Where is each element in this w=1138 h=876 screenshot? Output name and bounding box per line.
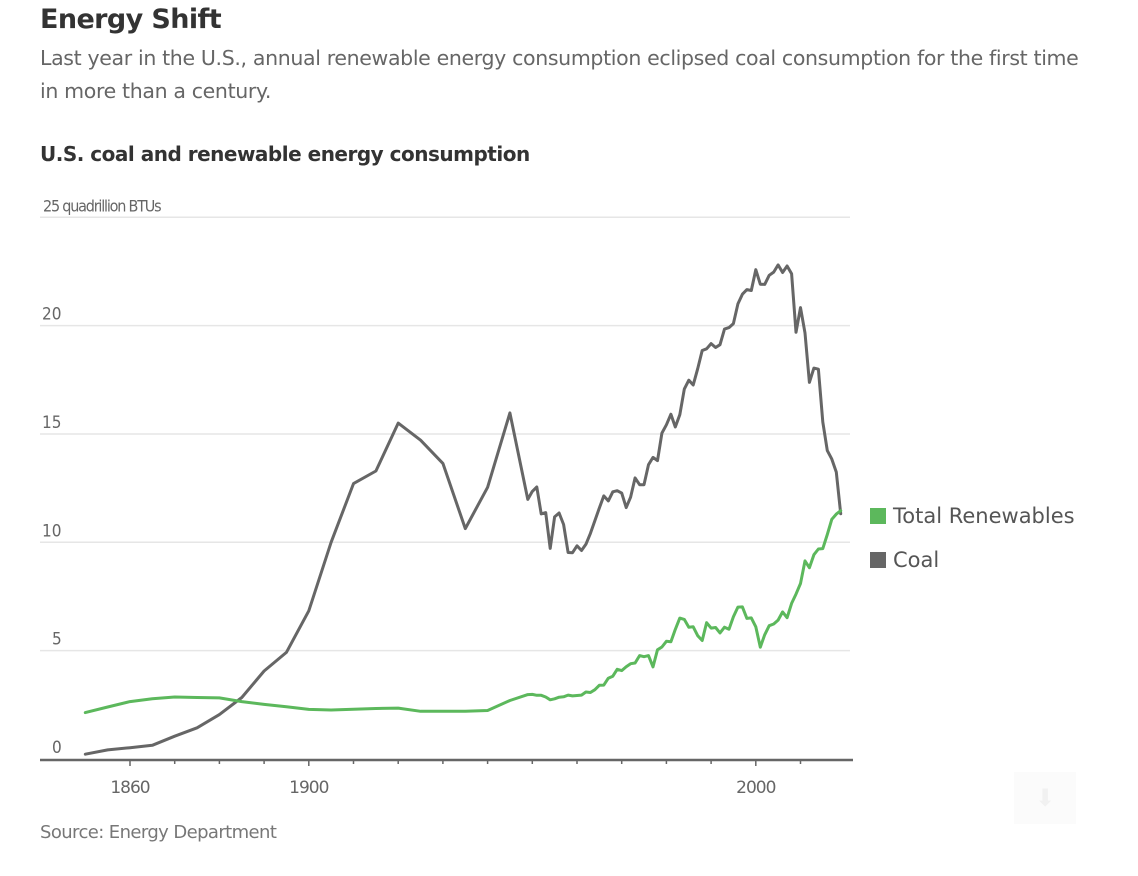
y-tick-label-10: 10 xyxy=(42,521,61,541)
y-tick-label-15: 15 xyxy=(42,413,61,433)
legend-label-renewables: Total Renewables xyxy=(893,504,1075,528)
x-tick-label-1900: 1900 xyxy=(289,778,328,798)
y-tick-label-20: 20 xyxy=(42,305,61,325)
legend-label-coal: Coal xyxy=(893,548,940,572)
series-lines xyxy=(83,263,843,756)
download-button[interactable]: ⬇ xyxy=(1014,772,1076,824)
legend-swatch-coal xyxy=(870,552,886,568)
x-axis: 1860 1900 2000 xyxy=(40,758,853,798)
chart-title: U.S. coal and renewable energy consumpti… xyxy=(40,142,530,166)
legend-item-coal: Coal xyxy=(870,538,1090,582)
gridlines xyxy=(40,216,850,652)
legend-item-renewables: Total Renewables xyxy=(870,494,1090,538)
y-tick-label-5: 5 xyxy=(52,630,62,650)
y-tick-label-0: 0 xyxy=(52,738,62,758)
legend-swatch-renewables xyxy=(870,508,886,524)
series-line-total-renewables xyxy=(83,509,843,715)
source-note: Source: Energy Department xyxy=(40,822,277,843)
download-icon: ⬇ xyxy=(1034,784,1056,812)
page-title: Energy Shift xyxy=(40,4,222,35)
x-tick-label-1860: 1860 xyxy=(110,778,149,798)
y-axis-labels: 0 5 10 15 20 25 quadrillion BTUs xyxy=(42,196,162,758)
page-subtitle: Last year in the U.S., annual renewable … xyxy=(40,46,1079,103)
legend: Total Renewables Coal xyxy=(870,494,1090,582)
x-tick-label-2000: 2000 xyxy=(736,778,775,798)
y-tick-label-25: 25 quadrillion BTUs xyxy=(43,196,161,215)
series-line-coal xyxy=(83,263,843,756)
